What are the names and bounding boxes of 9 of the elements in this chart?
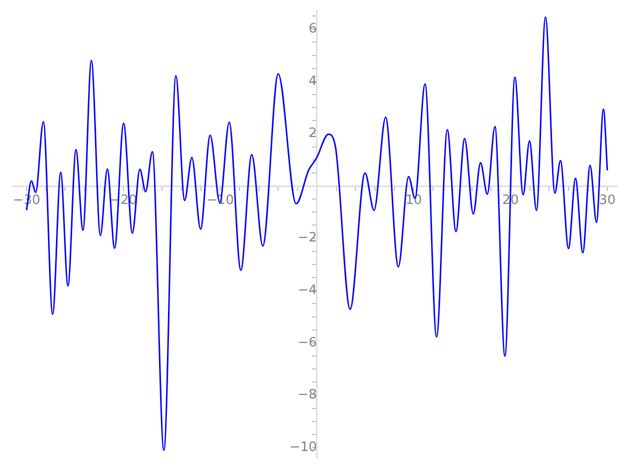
y-tick-label: 6 — [308, 21, 317, 36]
x-tick-label: 30 — [599, 193, 616, 208]
y-tick-label: −6 — [298, 335, 317, 350]
y-tick-label: −10 — [289, 440, 317, 455]
y-tick-label: −4 — [298, 283, 317, 298]
y-tick-label: 2 — [308, 126, 317, 142]
y-tick-label: 4 — [308, 74, 317, 89]
y-tick-label: −8 — [298, 388, 317, 403]
y-tick-label: −2 — [298, 230, 317, 246]
